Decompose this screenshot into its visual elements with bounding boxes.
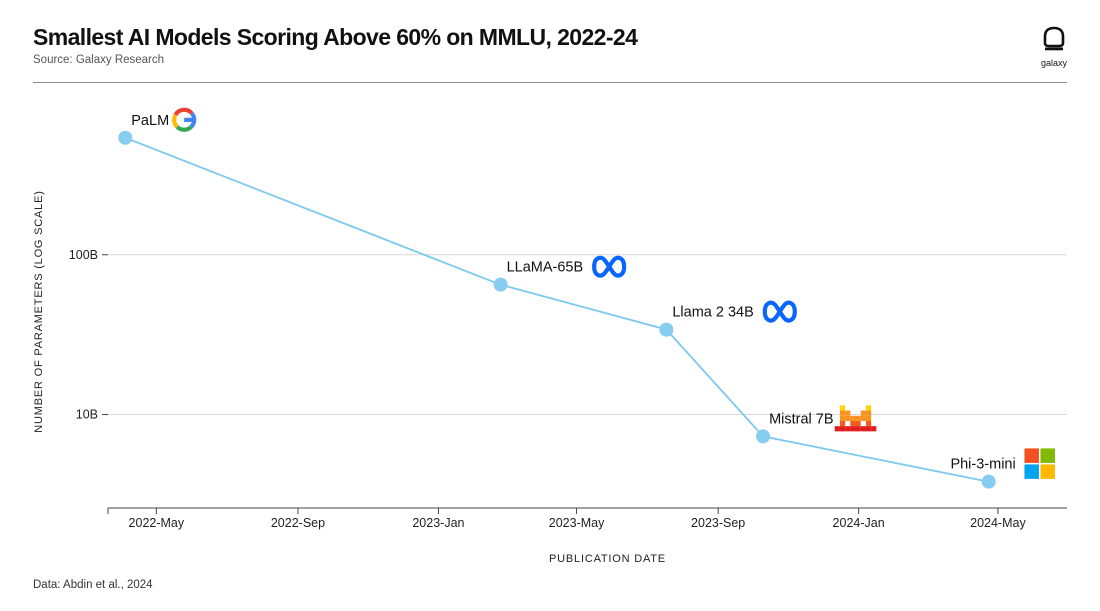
gridlines [108,254,1067,416]
data-point-4 [981,474,996,489]
data-credit: Data: Abdin et al., 2024 [33,579,153,591]
mistral-logo-icon [834,405,877,432]
y-tick-label-0: 10B [76,408,98,422]
chart-title: Smallest AI Models Scoring Above 60% on … [33,24,638,50]
point-label-0: PaLM [131,113,169,129]
y-axis-ticks: 10B 100B [69,248,108,422]
header-divider [33,82,1067,83]
point-label-1: LLaMA-65B [507,260,584,276]
data-points [118,130,996,489]
data-point-2 [659,322,674,337]
meta-logo-icon [592,255,627,278]
galaxy-icon [1043,26,1065,51]
x-tick-label-5: 2024-Jan [833,516,885,530]
data-point-3 [756,429,771,444]
galaxy-logo: galaxy [1036,26,1072,68]
microsoft-logo-icon [1024,448,1055,479]
point-label-2: Llama 2 34B [672,305,753,321]
x-axis-title: PUBLICATION DATE [549,553,666,565]
data-point-0 [118,130,133,145]
data-point-1 [493,277,508,292]
chart-source: Source: Galaxy Research [33,54,165,66]
x-tick-label-1: 2022-Sep [271,516,325,530]
x-tick-label-4: 2023-Sep [691,516,745,530]
y-axis-title: NUMBER OF PARAMETERS (LOG SCALE) [33,190,45,432]
x-tick-label-6: 2024-May [970,516,1026,530]
x-tick-label-3: 2023-May [549,516,605,530]
x-tick-label-2: 2023-Jan [412,516,464,530]
meta-logo-icon [762,300,797,323]
x-axis-ticks: 2022-May 2022-Sep 2023-Jan 2023-May 2023-Sep… [107,508,1026,530]
point-labels: PaLM LLaMA-65B Llama 2 34B Mistral 7B Phi-3-… [131,113,1015,473]
logo-wordmark: galaxy [1040,58,1067,68]
x-tick-label-0: 2022-May [129,516,185,530]
model-logos [172,107,1055,479]
y-tick-label-1: 100B [69,248,98,262]
point-label-3: Mistral 7B [769,411,833,427]
google-logo-icon [172,107,197,132]
point-label-4: Phi-3-mini [950,457,1015,473]
